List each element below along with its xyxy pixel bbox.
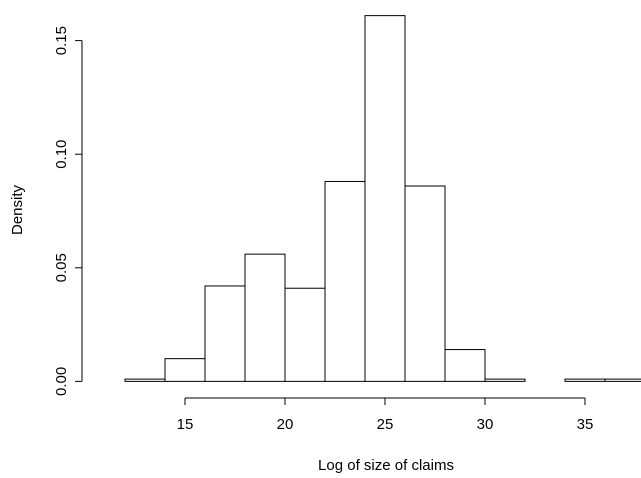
y-axis-label: Density <box>9 184 26 235</box>
bar <box>124 378 166 382</box>
x-tick-label: 15 <box>177 416 194 433</box>
x-tick-label: 25 <box>377 416 394 433</box>
bar <box>604 378 641 382</box>
bar <box>284 287 326 382</box>
bar <box>404 185 446 382</box>
bar <box>484 378 526 382</box>
x-tick-label: 30 <box>477 416 494 433</box>
bar <box>364 15 406 382</box>
bar <box>444 349 486 382</box>
y-tick-label: 0.00 <box>53 367 70 396</box>
y-tick-label: 0.05 <box>53 253 70 282</box>
x-tick-label: 35 <box>577 416 594 433</box>
y-tick-label: 0.10 <box>53 140 70 169</box>
bar <box>164 358 206 382</box>
x-axis-label: Log of size of claims <box>318 457 454 474</box>
x-tick-label: 20 <box>277 416 294 433</box>
bar <box>324 180 366 382</box>
y-tick-label: 0.15 <box>53 26 70 55</box>
bar <box>564 378 606 382</box>
bar <box>204 285 246 382</box>
bar <box>244 253 286 382</box>
